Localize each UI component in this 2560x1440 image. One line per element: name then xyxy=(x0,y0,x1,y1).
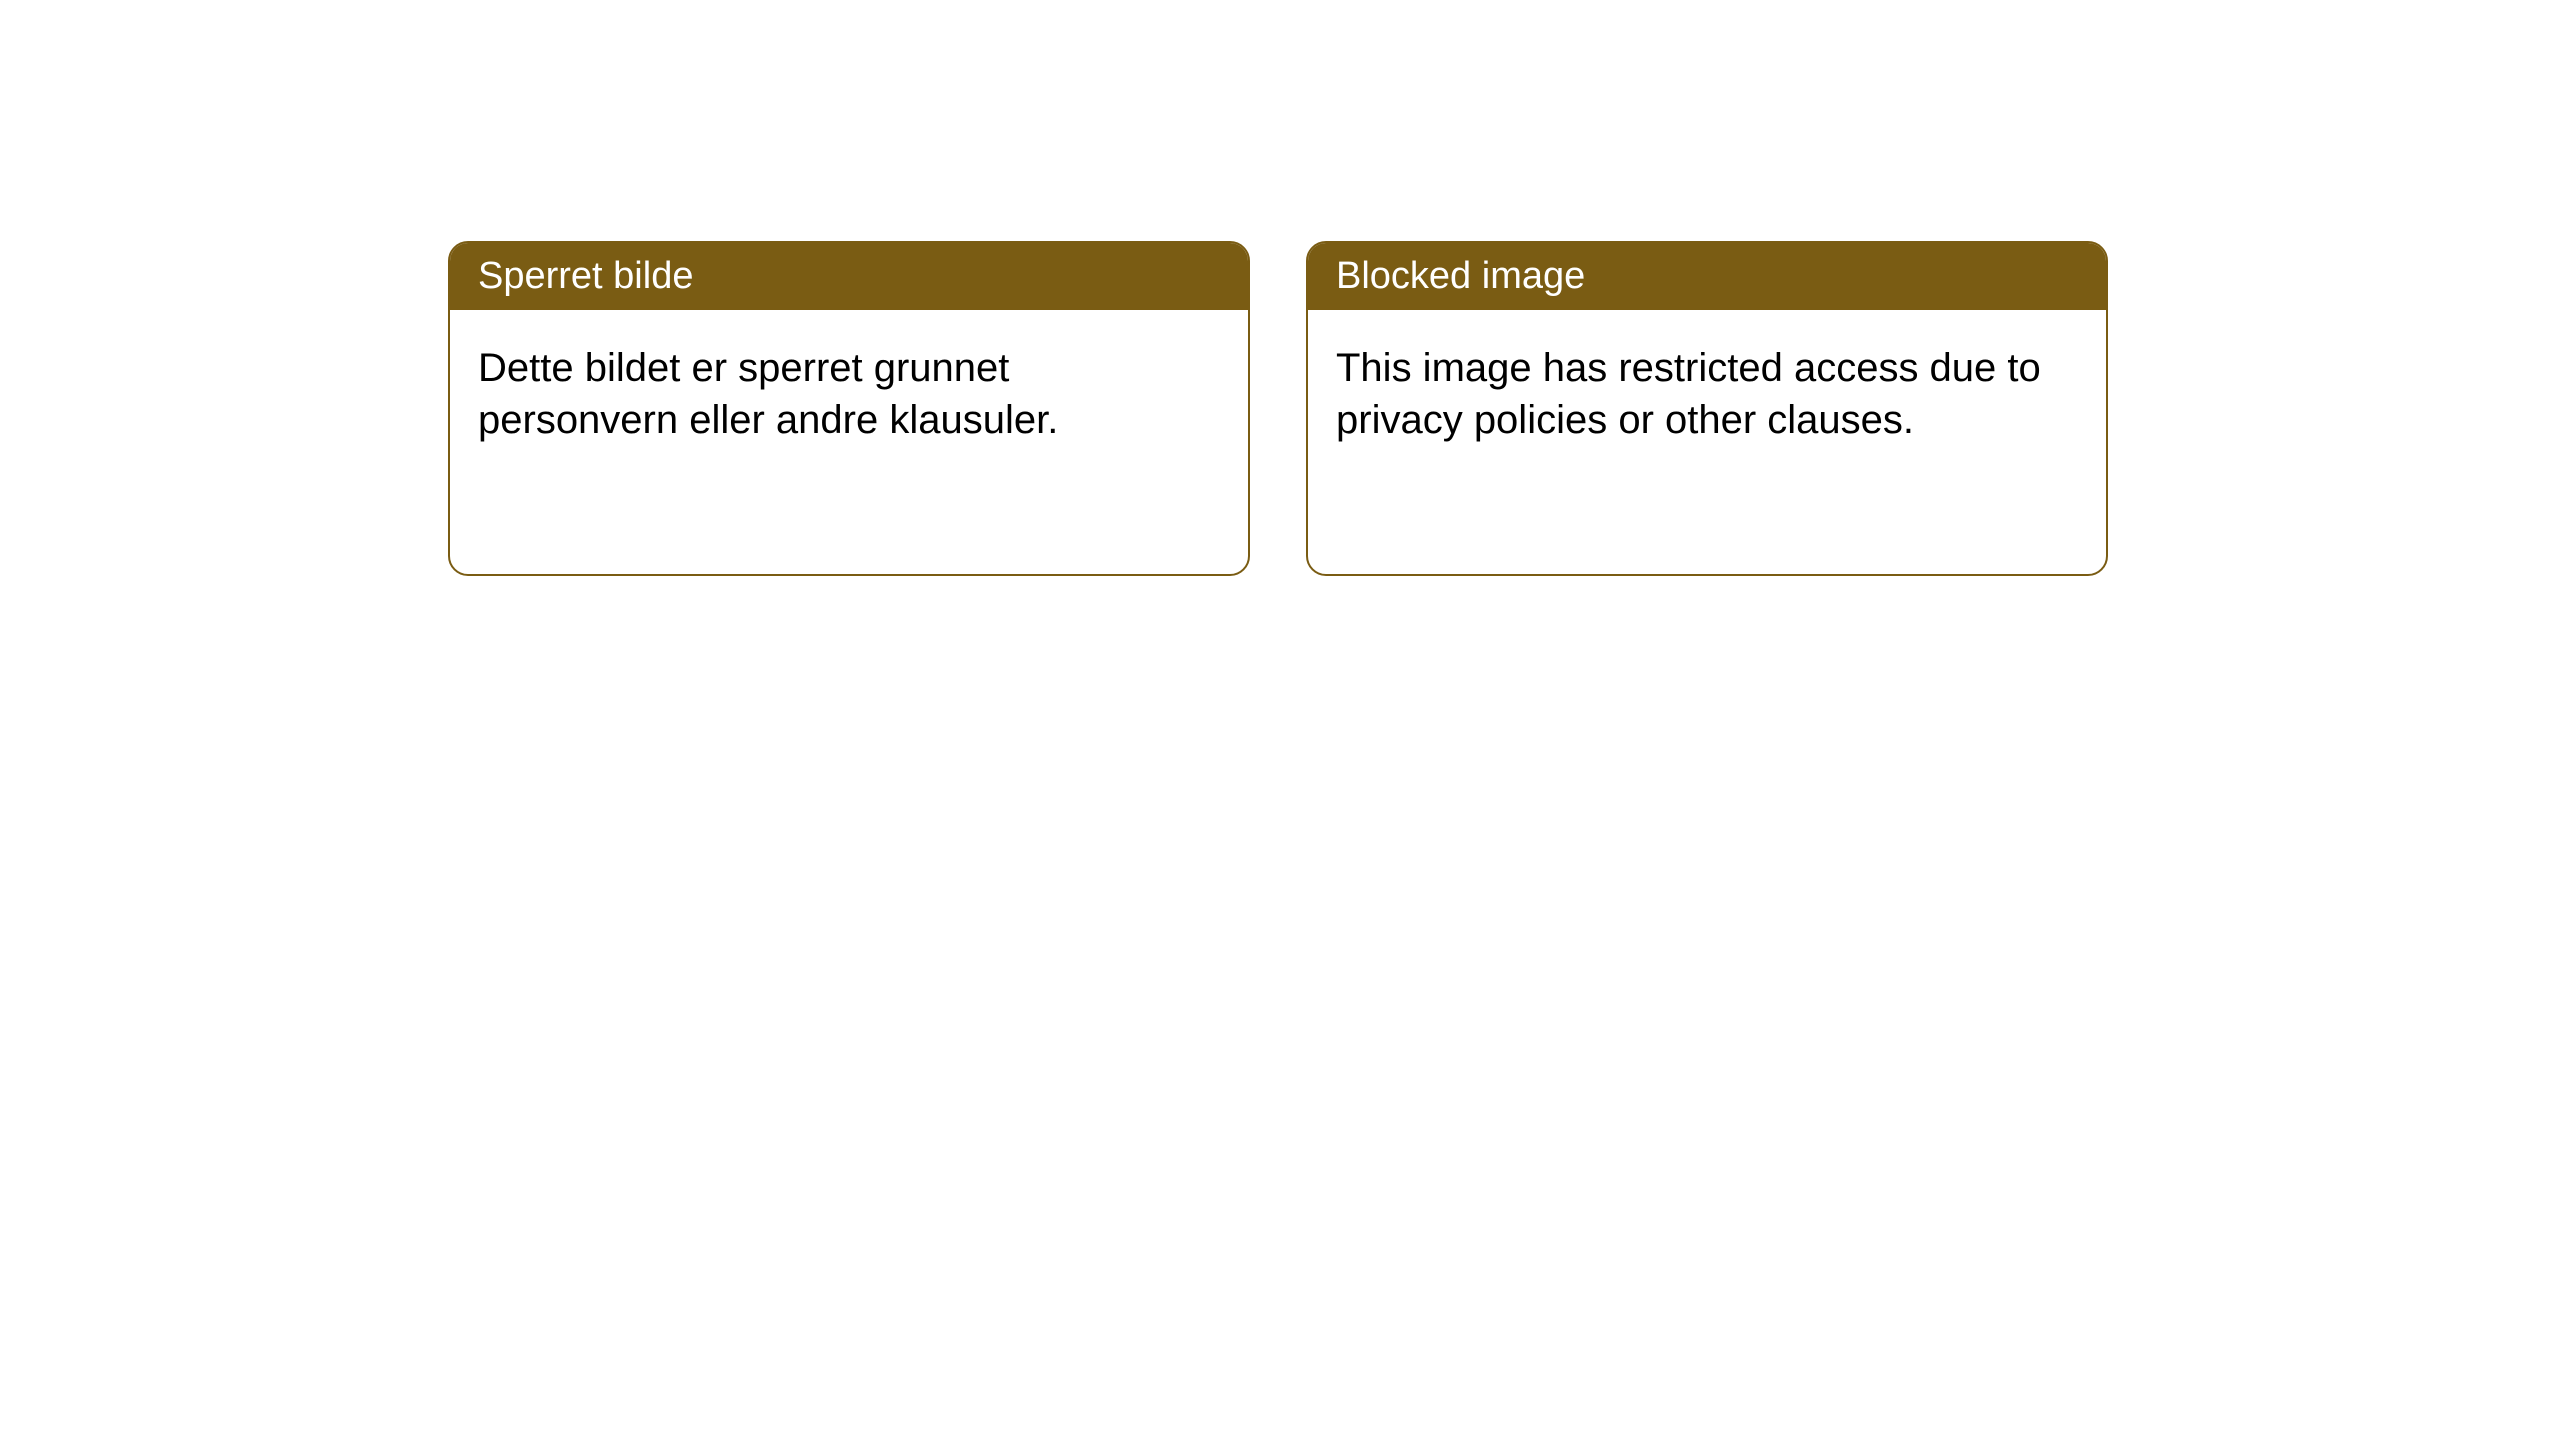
card-body: Dette bildet er sperret grunnet personve… xyxy=(450,310,1248,478)
card-body-text: This image has restricted access due to … xyxy=(1336,346,2041,442)
card-title: Blocked image xyxy=(1336,255,1585,297)
card-header: Blocked image xyxy=(1308,243,2106,310)
card-body-text: Dette bildet er sperret grunnet personve… xyxy=(478,346,1058,442)
card-header: Sperret bilde xyxy=(450,243,1248,310)
blocked-image-card-en: Blocked image This image has restricted … xyxy=(1306,241,2108,576)
card-body: This image has restricted access due to … xyxy=(1308,310,2106,478)
card-title: Sperret bilde xyxy=(478,255,693,297)
cards-container: Sperret bilde Dette bildet er sperret gr… xyxy=(448,241,2108,576)
blocked-image-card-no: Sperret bilde Dette bildet er sperret gr… xyxy=(448,241,1250,576)
